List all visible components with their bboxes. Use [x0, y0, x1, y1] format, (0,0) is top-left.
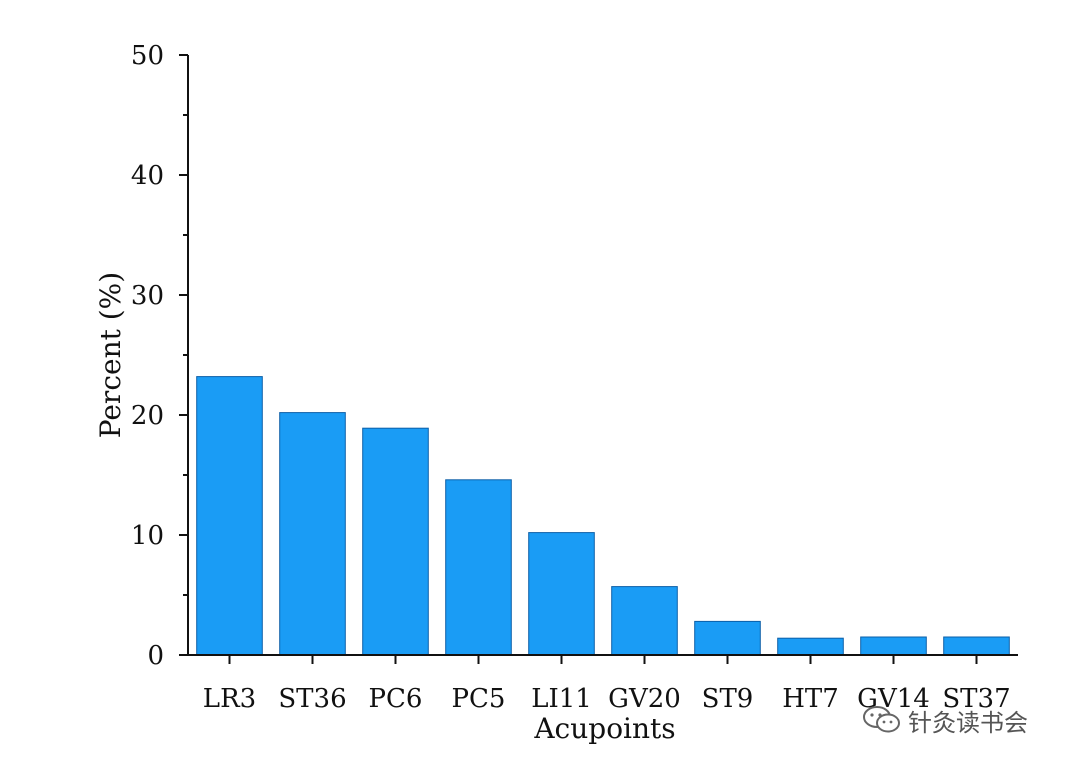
- bar-li11: [528, 532, 595, 656]
- y-axis-title: Percent (%): [94, 272, 127, 438]
- watermark-text: 针灸读书会: [908, 708, 1028, 737]
- bar-gv20: [611, 586, 678, 656]
- y-tick-label: 30: [131, 281, 164, 311]
- bars-group: [196, 376, 1010, 656]
- x-tick-label-pc6: PC6: [369, 684, 423, 714]
- y-tick-label: 50: [131, 41, 164, 71]
- x-tick-label-lr3: LR3: [203, 684, 256, 714]
- watermark: 针灸读书会: [862, 702, 1028, 738]
- bar-st37: [943, 636, 1010, 656]
- bar-lr3: [196, 376, 263, 656]
- y-tick-label: 10: [131, 521, 164, 551]
- bar-st9: [694, 620, 761, 656]
- wechat-icon: [863, 706, 900, 733]
- x-axis-title: Acupoints: [533, 712, 675, 745]
- x-tick-label-st36: ST36: [278, 684, 346, 714]
- x-tick-label-st37: ST37: [942, 684, 1010, 714]
- y-tick-label: 0: [147, 641, 164, 671]
- x-tick-label-st9: ST9: [702, 684, 754, 714]
- bar-pc6: [362, 427, 429, 656]
- x-tick-label-li11: LI11: [531, 684, 592, 714]
- bar-pc5: [445, 479, 512, 656]
- y-tick-label: 40: [131, 161, 164, 191]
- bar-st36: [279, 412, 346, 656]
- x-tick-label-gv20: GV20: [608, 684, 681, 714]
- x-tick-label-pc5: PC5: [452, 684, 506, 714]
- y-tick-label: 20: [131, 401, 164, 431]
- x-tick-label-ht7: HT7: [782, 684, 839, 714]
- y-ticks-group: 0 10 20 30 40 50: [131, 41, 188, 671]
- bar-ht7: [777, 637, 844, 656]
- bar-gv14: [860, 636, 927, 656]
